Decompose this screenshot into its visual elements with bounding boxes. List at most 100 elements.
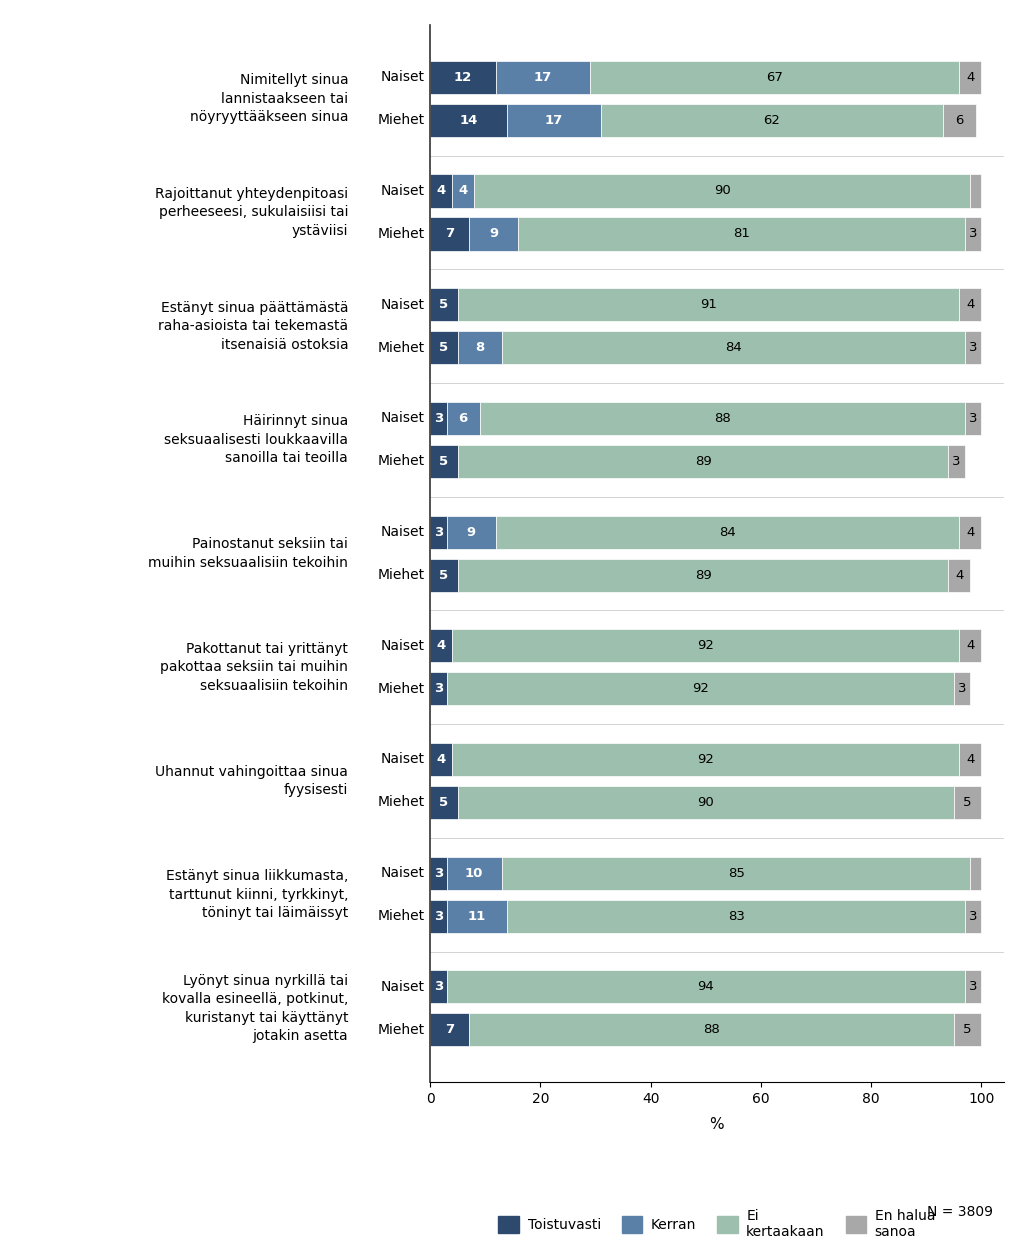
Bar (458, 786, 954, 819)
Bar (430, 174, 453, 208)
Bar (430, 672, 446, 705)
Bar (965, 218, 981, 250)
Bar (446, 402, 479, 435)
Text: Naiset: Naiset (381, 638, 425, 653)
Bar (948, 445, 965, 478)
Bar (430, 445, 458, 478)
Legend: Toistuvasti, Kerran, Ei
kertaakaan, En halua
sanoa: Toistuvasti, Kerran, Ei kertaakaan, En h… (493, 1203, 941, 1244)
Bar (453, 743, 959, 776)
Text: Miehet: Miehet (378, 341, 425, 355)
Bar (430, 899, 446, 933)
Bar (959, 289, 981, 321)
Bar (502, 331, 965, 364)
Text: Miehet: Miehet (378, 569, 425, 582)
Bar (948, 559, 971, 592)
Text: 17: 17 (534, 71, 552, 83)
Bar (943, 103, 976, 137)
Text: 84: 84 (720, 525, 736, 539)
Bar (430, 559, 458, 592)
Text: 10: 10 (465, 867, 483, 880)
Bar (971, 174, 981, 208)
Text: Uhannut vahingoittaa sinua
fyysisesti: Uhannut vahingoittaa sinua fyysisesti (156, 765, 348, 797)
Text: 3: 3 (969, 228, 978, 240)
Bar (453, 174, 474, 208)
Bar (453, 629, 959, 662)
Text: 67: 67 (766, 71, 783, 83)
Bar (430, 970, 446, 1004)
Text: 90: 90 (714, 184, 731, 198)
Text: 4: 4 (436, 184, 445, 198)
Bar (430, 61, 497, 93)
Text: 88: 88 (702, 1024, 720, 1036)
Bar (430, 1014, 469, 1046)
Bar (430, 743, 453, 776)
Bar (446, 899, 507, 933)
Text: 3: 3 (434, 525, 443, 539)
Text: Naiset: Naiset (381, 525, 425, 539)
Bar (446, 672, 954, 705)
Bar (469, 218, 518, 250)
Bar (430, 103, 507, 137)
Bar (507, 103, 601, 137)
Text: 7: 7 (444, 228, 454, 240)
Bar (446, 970, 965, 1004)
Text: Naiset: Naiset (381, 412, 425, 425)
Bar (507, 899, 965, 933)
Text: 3: 3 (434, 909, 443, 923)
Text: 3: 3 (952, 455, 961, 468)
Bar (430, 331, 458, 364)
Bar (971, 857, 981, 889)
Bar (959, 61, 981, 93)
Text: 3: 3 (434, 867, 443, 880)
Text: 5: 5 (964, 796, 972, 809)
Text: 4: 4 (967, 71, 975, 83)
Text: 4: 4 (436, 639, 445, 652)
Text: Pakottanut tai yrittänyt
pakottaa seksiin tai muihin
seksuaalisiin tekoihin: Pakottanut tai yrittänyt pakottaa seksii… (161, 642, 348, 693)
Bar (430, 515, 446, 549)
Text: Nimitellyt sinua
lannistaakseen tai
nöyryyttääkseen sinua: Nimitellyt sinua lannistaakseen tai nöyr… (189, 73, 348, 124)
Text: 5: 5 (964, 1024, 972, 1036)
Text: 62: 62 (764, 113, 780, 127)
Text: 81: 81 (733, 228, 750, 240)
Text: 3: 3 (434, 682, 443, 695)
Text: 4: 4 (967, 753, 975, 766)
Text: 4: 4 (967, 639, 975, 652)
Text: 84: 84 (725, 341, 741, 355)
Text: 6: 6 (459, 412, 468, 425)
Text: Miehet: Miehet (378, 454, 425, 469)
Bar (430, 857, 446, 889)
Text: Naiset: Naiset (381, 70, 425, 85)
Text: Miehet: Miehet (378, 226, 425, 241)
Bar (954, 786, 981, 819)
Bar (479, 402, 965, 435)
Text: 3: 3 (969, 980, 978, 994)
Bar (954, 672, 971, 705)
Text: 14: 14 (460, 113, 478, 127)
Bar (959, 743, 981, 776)
Text: 3: 3 (969, 341, 978, 355)
Bar (474, 174, 971, 208)
Text: Naiset: Naiset (381, 184, 425, 198)
Text: 8: 8 (475, 341, 484, 355)
Bar (601, 103, 943, 137)
Bar (430, 218, 469, 250)
Text: Miehet: Miehet (378, 795, 425, 810)
Text: Miehet: Miehet (378, 113, 425, 127)
Bar (458, 289, 959, 321)
Text: 9: 9 (488, 228, 498, 240)
Text: 94: 94 (697, 980, 714, 994)
Bar (430, 629, 453, 662)
Bar (518, 218, 965, 250)
Text: Painostanut seksiin tai
muihin seksuaalisiin tekoihin: Painostanut seksiin tai muihin seksuaali… (148, 537, 348, 570)
Bar (469, 1014, 954, 1046)
Bar (954, 1014, 981, 1046)
Text: N = 3809: N = 3809 (928, 1205, 993, 1219)
Text: 92: 92 (697, 639, 714, 652)
Text: 7: 7 (444, 1024, 454, 1036)
Text: 88: 88 (714, 412, 731, 425)
Text: Miehet: Miehet (378, 682, 425, 695)
Bar (497, 515, 959, 549)
Bar (446, 857, 502, 889)
Text: 91: 91 (700, 299, 717, 311)
Text: Miehet: Miehet (378, 1023, 425, 1037)
